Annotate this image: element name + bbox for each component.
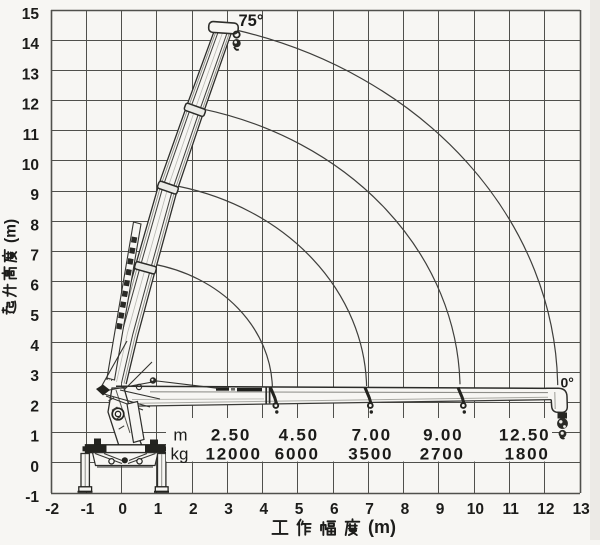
svg-text:2700: 2700 (420, 445, 465, 464)
svg-text:0: 0 (118, 501, 127, 518)
svg-text:7.00: 7.00 (352, 426, 392, 445)
svg-text:0°: 0° (561, 375, 574, 391)
svg-text:7: 7 (365, 501, 374, 518)
svg-text:15: 15 (22, 6, 40, 23)
svg-text:6: 6 (330, 501, 339, 518)
svg-text:3500: 3500 (348, 445, 393, 464)
svg-text:(m): (m) (368, 517, 396, 537)
svg-text:8: 8 (30, 217, 39, 234)
svg-text:kg: kg (171, 445, 189, 464)
svg-text:2: 2 (189, 501, 198, 518)
svg-text:10: 10 (467, 501, 484, 518)
svg-text:6000: 6000 (275, 445, 320, 464)
svg-text:2.50: 2.50 (211, 426, 251, 445)
svg-text:13: 13 (22, 66, 40, 83)
svg-text:-2: -2 (45, 501, 59, 518)
svg-text:12.50: 12.50 (499, 426, 551, 445)
svg-text:14: 14 (22, 36, 40, 53)
svg-text:-1: -1 (25, 489, 39, 506)
svg-text:7: 7 (30, 248, 39, 265)
svg-text:3: 3 (224, 501, 233, 518)
svg-text:1800: 1800 (505, 445, 550, 464)
svg-text:3: 3 (30, 368, 39, 385)
svg-text:4: 4 (30, 338, 39, 355)
svg-text:4: 4 (259, 501, 268, 518)
svg-text:9: 9 (436, 501, 445, 518)
svg-text:5: 5 (295, 501, 304, 518)
svg-text:m: m (173, 426, 187, 445)
svg-text:75°: 75° (239, 12, 264, 30)
svg-text:(m): (m) (3, 219, 20, 243)
svg-text:11: 11 (23, 127, 40, 144)
svg-text:12000: 12000 (205, 445, 261, 464)
svg-text:5: 5 (30, 308, 39, 325)
svg-text:8: 8 (401, 501, 410, 518)
svg-text:9.00: 9.00 (423, 426, 463, 445)
svg-text:-1: -1 (81, 501, 95, 518)
svg-text:11: 11 (503, 501, 520, 518)
svg-text:6: 6 (30, 278, 39, 295)
svg-text:9: 9 (30, 187, 39, 204)
svg-text:12: 12 (22, 97, 39, 114)
svg-text:0: 0 (30, 459, 39, 476)
svg-text:13: 13 (573, 501, 591, 518)
svg-text:10: 10 (22, 157, 39, 174)
svg-text:2: 2 (30, 398, 39, 415)
svg-text:1: 1 (30, 429, 39, 446)
svg-text:4.50: 4.50 (279, 426, 319, 445)
svg-text:12: 12 (537, 501, 554, 518)
svg-text:1: 1 (154, 501, 163, 518)
